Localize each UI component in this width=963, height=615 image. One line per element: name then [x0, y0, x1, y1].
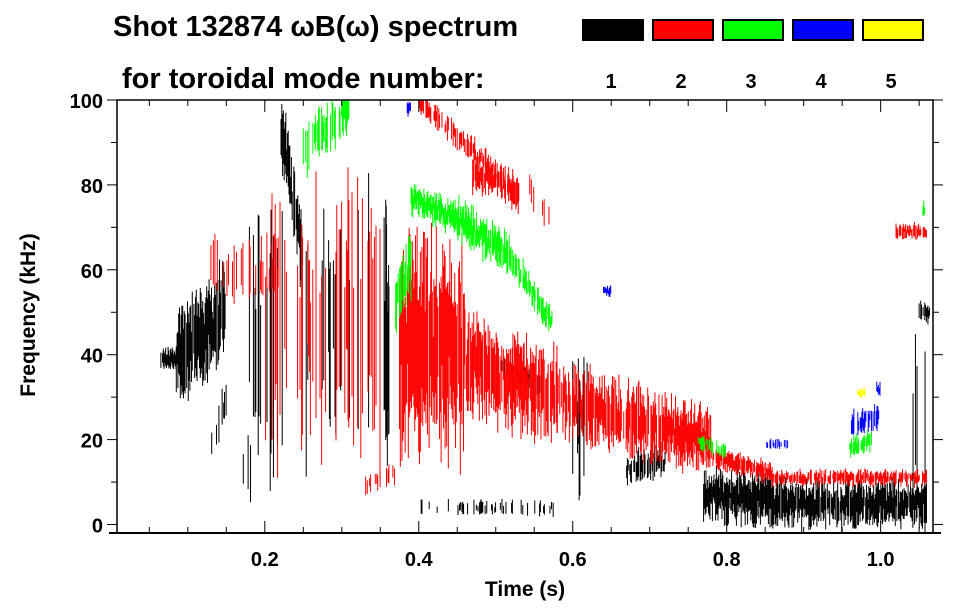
legend-label: 5 — [885, 71, 896, 93]
legend-label: 3 — [745, 71, 756, 93]
y-tick-label: 0 — [92, 516, 103, 538]
y-tick-label: 80 — [81, 176, 103, 198]
y-tick-label: 60 — [81, 261, 103, 283]
axes: 0.2 0.4 0.6 0.8 1.0 0 20 40 60 80 100 — [70, 91, 943, 571]
spectrum-marks — [160, 100, 931, 533]
chart-subtitle: for toroidal mode number: — [122, 63, 485, 95]
plot-frame — [116, 99, 934, 534]
legend-label: 2 — [675, 71, 686, 93]
legend-swatch-n2 — [652, 19, 714, 41]
legend-swatch-n1 — [582, 19, 644, 41]
x-tick-label: 0.8 — [713, 549, 741, 571]
y-tick-label: 20 — [81, 431, 103, 453]
legend-swatch-n4 — [792, 19, 854, 41]
y-tick-label: 100 — [70, 91, 103, 113]
legend-label: 4 — [815, 71, 827, 93]
x-tick-label: 0.2 — [251, 549, 279, 571]
x-axis-label: Time (s) — [485, 578, 565, 601]
legend: 1 2 3 4 5 — [582, 19, 924, 93]
x-tick-label: 0.6 — [559, 549, 587, 571]
x-tick-label: 0.4 — [405, 549, 434, 571]
y-axis-label: Frequency (kHz) — [17, 233, 40, 396]
x-tick-label: 1.0 — [867, 549, 895, 571]
legend-swatch-n5 — [862, 19, 924, 41]
legend-label: 1 — [605, 71, 616, 93]
chart-title: Shot 132874 ωB(ω) spectrum — [113, 11, 518, 43]
legend-swatch-n3 — [722, 19, 784, 41]
y-tick-label: 40 — [81, 346, 103, 368]
